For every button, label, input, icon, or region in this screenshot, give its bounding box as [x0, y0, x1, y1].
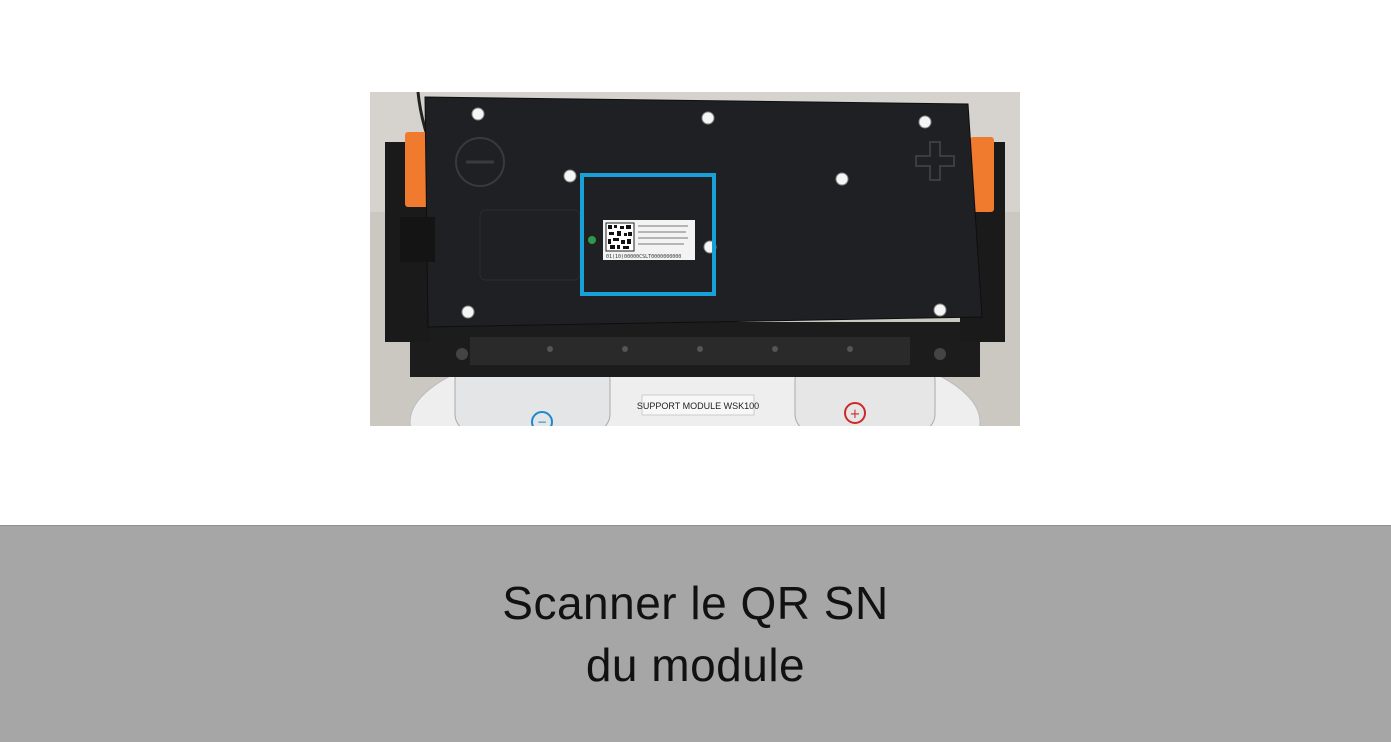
support-module-label: SUPPORT MODULE WSK100 [637, 401, 759, 411]
minus-marker-icon [531, 411, 553, 426]
module-photo-illustration: 01(10)00000CSLT0000000000 SUPPORT MODULE… [370, 92, 1020, 426]
instruction-line-1: Scanner le QR SN [502, 577, 889, 629]
left-orange-clip [405, 132, 429, 207]
svg-text:+: + [850, 407, 861, 422]
right-orange-clip [970, 137, 994, 212]
qr-sticker: 01(10)00000CSLT0000000000 [603, 220, 695, 260]
plus-marker-icon [844, 402, 866, 424]
module-photo: 01(10)00000CSLT0000000000 SUPPORT MODULE… [370, 92, 1020, 426]
minus-emboss-icon [455, 137, 505, 187]
svg-text:−: − [537, 415, 547, 426]
instruction-line-2: du module [585, 639, 806, 691]
instruction-banner: Scanner le QR SN du module [0, 525, 1391, 742]
qr-highlight-box [580, 173, 716, 296]
plus-emboss-icon [915, 141, 955, 181]
sticker-serial-text: 01(10)00000CSLT0000000000 [606, 254, 681, 260]
